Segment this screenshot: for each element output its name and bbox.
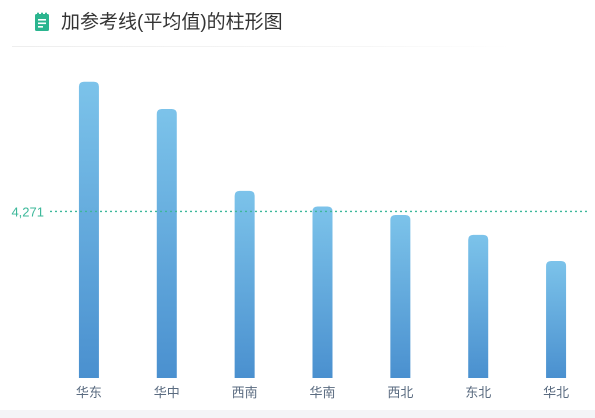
page-title: 加参考线(平均值)的柱形图 — [61, 12, 283, 33]
bar-华中[interactable] — [156, 108, 177, 379]
bar-华北[interactable] — [546, 261, 567, 378]
bottom-scroll-area — [0, 410, 595, 418]
x-tick-label: 西南 — [232, 385, 258, 401]
x-tick-label: 华中 — [154, 386, 180, 401]
bar-华南[interactable] — [312, 206, 333, 378]
x-tick-label: 华东 — [76, 386, 102, 401]
x-tick-label: 西北 — [387, 386, 413, 401]
reference-line-group: 4,271 — [11, 204, 590, 219]
x-axis-labels: 华东 华中 西南 华南 西北 东北 华北 — [76, 385, 569, 401]
bars-group — [78, 81, 567, 379]
bar-东北[interactable] — [468, 234, 489, 378]
x-tick-label: 华南 — [309, 385, 335, 401]
chart-header: 加参考线(平均值)的柱形图 — [0, 0, 595, 46]
bar-西南[interactable] — [234, 190, 255, 378]
reference-line-label: 4,271 — [11, 204, 44, 219]
bar-西北[interactable] — [390, 215, 411, 378]
header-divider — [12, 46, 512, 47]
x-tick-label: 华北 — [543, 386, 569, 401]
notepad-icon — [35, 12, 49, 31]
bar-华东[interactable] — [78, 81, 99, 379]
x-tick-label: 东北 — [465, 386, 491, 401]
